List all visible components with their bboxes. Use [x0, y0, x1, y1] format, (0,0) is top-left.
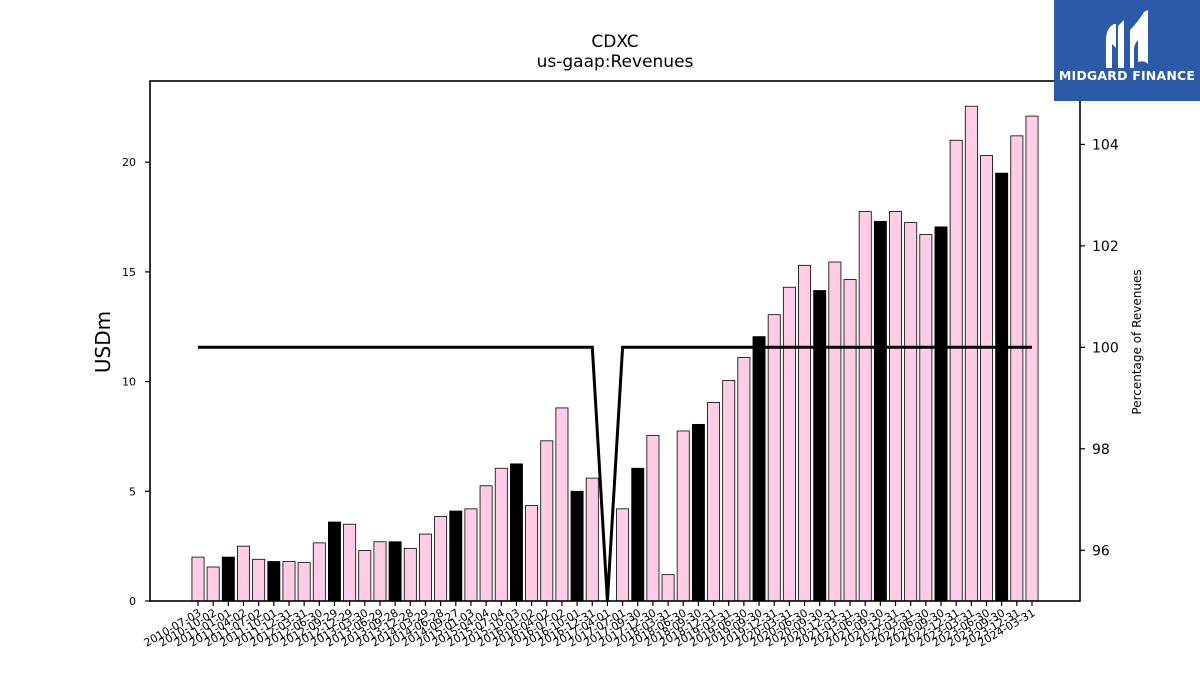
chart-subtitle: us-gaap:Revenues — [536, 52, 694, 72]
bar-2024-03-31 — [1025, 115, 1039, 602]
y2-tick-label-102: 102 — [1092, 239, 1119, 255]
y2-tick-label-100: 100 — [1092, 340, 1119, 356]
bar-2019-06-30 — [737, 357, 751, 602]
y-tick-label-15: 15 — [122, 266, 136, 279]
bar-2022-03-31 — [904, 222, 918, 602]
bar-2015-01-03 — [464, 508, 478, 602]
bar-2011-10-01 — [267, 561, 281, 602]
y-tick-label-20: 20 — [122, 156, 136, 169]
bar-2013-12-28 — [403, 547, 417, 602]
bar-2010-10-02 — [206, 566, 220, 602]
bar-2021-06-30 — [858, 211, 872, 602]
midgard-logo-icon — [1106, 10, 1148, 68]
bar-2013-06-29 — [373, 541, 387, 602]
bar-2023-09-30 — [995, 172, 1009, 602]
bar-2018-09-30 — [691, 423, 705, 602]
y2-tick-label-104: 104 — [1092, 137, 1119, 153]
bar-2011-04-02 — [237, 545, 250, 602]
bar-2021-12-31 — [889, 211, 902, 602]
series-line-percentage — [198, 345, 1032, 602]
plot-frame — [149, 80, 1081, 602]
bar-2015-07-04 — [494, 467, 508, 602]
bar-2019-09-30 — [752, 336, 766, 602]
bar-2011-01-01 — [221, 556, 235, 602]
bar-2021-09-30 — [873, 221, 887, 602]
bar-2017-12-30 — [646, 434, 660, 602]
bar-2013-03-30 — [358, 550, 372, 602]
bar-2022-09-30 — [934, 226, 948, 602]
bar-2019-03-31 — [722, 380, 736, 602]
bar-2016-01-02 — [525, 505, 539, 602]
bar-2023-06-30 — [980, 155, 993, 602]
y-tick-label-10: 10 — [122, 376, 136, 389]
y-tick-label-5: 5 — [129, 485, 136, 498]
bar-2015-04-04 — [479, 485, 493, 602]
bar-2011-12-31 — [282, 561, 296, 602]
y2-axis-label: Percentage of Revenues — [1130, 269, 1144, 414]
bar-2020-12-31 — [828, 261, 842, 602]
bar-2016-10-01 — [570, 490, 584, 602]
bar-2021-03-31 — [843, 279, 857, 602]
bar-2018-12-31 — [707, 402, 721, 602]
brand-logo: MIDGARD FINANCE — [1054, 0, 1200, 101]
bar-2017-07-01 — [616, 508, 630, 602]
bar-2016-07-02 — [555, 407, 569, 602]
bar-2020-03-31 — [782, 286, 796, 602]
y-tick-label-0: 0 — [129, 595, 136, 608]
bar-2018-03-31 — [661, 574, 675, 602]
bar-2010-07-03 — [191, 556, 205, 602]
bar-2022-06-30 — [919, 234, 933, 602]
y-axis-label: USDm — [91, 311, 115, 373]
bar-2016-04-02 — [540, 440, 554, 602]
bar-2019-12-31 — [767, 314, 781, 602]
bar-2012-09-29 — [328, 521, 341, 602]
bar-2012-06-30 — [312, 542, 326, 602]
bar-2014-09-27 — [449, 510, 463, 602]
bar-2023-03-31 — [964, 105, 978, 602]
bar-2016-12-31 — [585, 477, 599, 602]
y2-tick-label-96: 96 — [1092, 543, 1110, 559]
bar-2012-03-31 — [297, 562, 311, 602]
y2-tick-label-98: 98 — [1092, 442, 1110, 458]
bar-2022-12-31 — [949, 139, 963, 602]
bar-2020-09-30 — [813, 290, 827, 602]
chart-title: CDXC — [591, 32, 639, 52]
bar-2013-09-28 — [388, 541, 402, 602]
bar-2020-06-30 — [798, 264, 812, 602]
bar-2014-06-28 — [434, 516, 448, 602]
bar-2017-09-30 — [631, 467, 645, 602]
bar-2015-10-03 — [509, 463, 523, 602]
bar-2018-06-30 — [676, 430, 690, 602]
bar-2023-12-31 — [1010, 135, 1024, 602]
bar-2012-12-29 — [343, 523, 357, 602]
bar-2014-03-29 — [418, 533, 432, 602]
bar-2011-07-02 — [252, 558, 266, 602]
logo-text: MIDGARD FINANCE — [1058, 68, 1196, 83]
